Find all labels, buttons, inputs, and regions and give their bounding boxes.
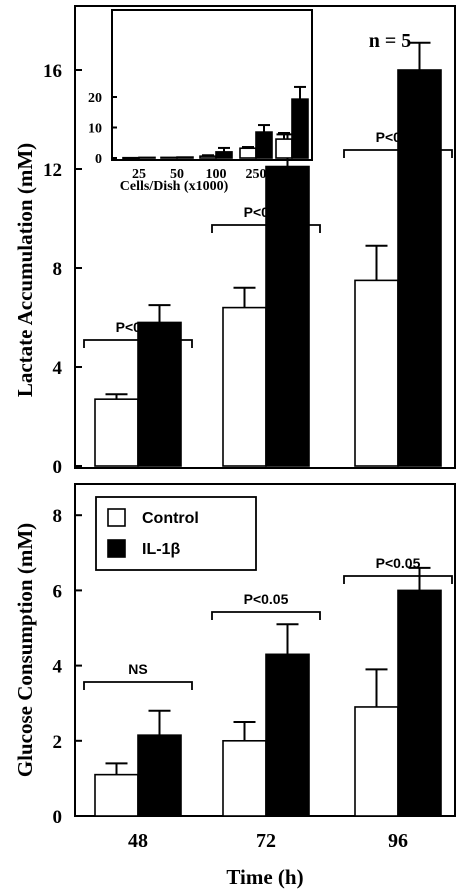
lactate-bar-control <box>354 279 399 467</box>
glucose-significance-label: P<0.05 <box>244 591 289 607</box>
inset-x-tick-label: 500 <box>282 167 303 182</box>
inset-bar-il1b <box>215 151 233 159</box>
inset-bar-control <box>239 147 257 159</box>
lactate-y-tick-label: 0 <box>53 457 63 478</box>
glucose-significance-bracket <box>343 575 453 584</box>
glucose-significance-label: P<0.05 <box>376 555 421 571</box>
glucose-y-axis-label: Glucose Consumption (mM) <box>13 523 37 777</box>
glucose-y-tick-label: 8 <box>53 506 63 527</box>
inset-bar-il1b <box>255 131 273 159</box>
glucose-y-tick-label: 6 <box>53 581 63 602</box>
glucose-bar-control <box>94 773 139 817</box>
lactate-panel: Lactate Accumulation (mM) n = 5 0 4 8 12 16 P… <box>13 5 456 478</box>
inset-bar-control <box>160 156 178 159</box>
inset-y-tick-label: 20 <box>88 91 102 106</box>
glucose-significance-bracket <box>83 681 193 690</box>
inset-bar-il1b <box>291 98 309 159</box>
glucose-y-tick-label: 2 <box>53 732 63 753</box>
x-axis-label: Time (h) <box>226 865 303 889</box>
inset-x-tick-label: 25 <box>132 167 146 182</box>
lactate-y-tick-label: 16 <box>43 61 62 82</box>
inset-bar-control <box>199 155 217 159</box>
n-label: n = 5 <box>369 30 412 52</box>
glucose-bar-control <box>354 706 399 817</box>
glucose-panel: Glucose Consumption (mM) Time (h) Contro… <box>13 483 456 889</box>
x-tick-label: 48 <box>128 830 148 852</box>
glucose-significance-label: NS <box>128 661 147 677</box>
glucose-bar-il1b <box>397 589 442 817</box>
legend-box <box>95 496 257 571</box>
legend-swatch-il1b <box>107 539 126 558</box>
glucose-significance-bracket <box>211 611 321 620</box>
legend-label-il1b: IL-1β <box>142 541 180 558</box>
lactate-significance-bracket <box>211 224 321 233</box>
lactate-y-tick-label: 4 <box>53 358 63 379</box>
inset-frame <box>111 9 313 161</box>
lactate-significance-label: P<0.05 <box>116 319 161 335</box>
glucose-bar-il1b <box>137 734 182 817</box>
glucose-y-tick-label: 0 <box>53 807 63 828</box>
legend-swatch-control <box>107 508 126 527</box>
x-tick-label: 96 <box>388 830 408 852</box>
x-tick-label: 72 <box>256 830 276 852</box>
lactate-bar-il1b <box>265 165 310 467</box>
inset-bar-control <box>275 138 293 159</box>
glucose-bar-il1b <box>265 653 310 817</box>
lactate-significance-label: P<0.05 <box>376 129 421 145</box>
inset-x-axis-label: Cells/Dish (x1000) <box>120 179 229 194</box>
lactate-significance-label: P<0.05 <box>244 204 289 220</box>
lactate-significance-bracket <box>83 339 193 348</box>
inset-bar-control <box>122 156 140 159</box>
inset-bar-il1b <box>176 156 194 159</box>
inset-y-tick-label: 10 <box>88 122 102 137</box>
legend-label-control: Control <box>142 510 199 527</box>
inset-y-tick-label: 0 <box>95 152 102 167</box>
lactate-bar-control <box>94 398 139 467</box>
lactate-bar-control <box>222 306 267 467</box>
inset-x-tick-label: 250 <box>246 167 267 182</box>
inset-panel: Cells/Dish (x1000) 0 10 20 25 50 100 250 500 <box>88 9 313 194</box>
lactate-bar-il1b <box>137 321 182 467</box>
lactate-y-tick-label: 8 <box>53 259 63 280</box>
glucose-y-tick-label: 4 <box>53 657 63 678</box>
inset-x-tick-label: 50 <box>170 167 184 182</box>
inset-x-tick-label: 100 <box>206 167 227 182</box>
inset-bar-il1b <box>138 156 156 159</box>
lactate-significance-bracket <box>343 149 453 158</box>
lactate-y-axis-label: Lactate Accumulation (mM) <box>13 143 37 397</box>
lactate-bar-il1b <box>397 69 442 467</box>
legend: Control IL-1β <box>95 496 257 571</box>
glucose-bar-control <box>222 739 267 817</box>
lactate-panel-frame <box>74 5 456 469</box>
lactate-y-tick-label: 12 <box>43 160 62 181</box>
